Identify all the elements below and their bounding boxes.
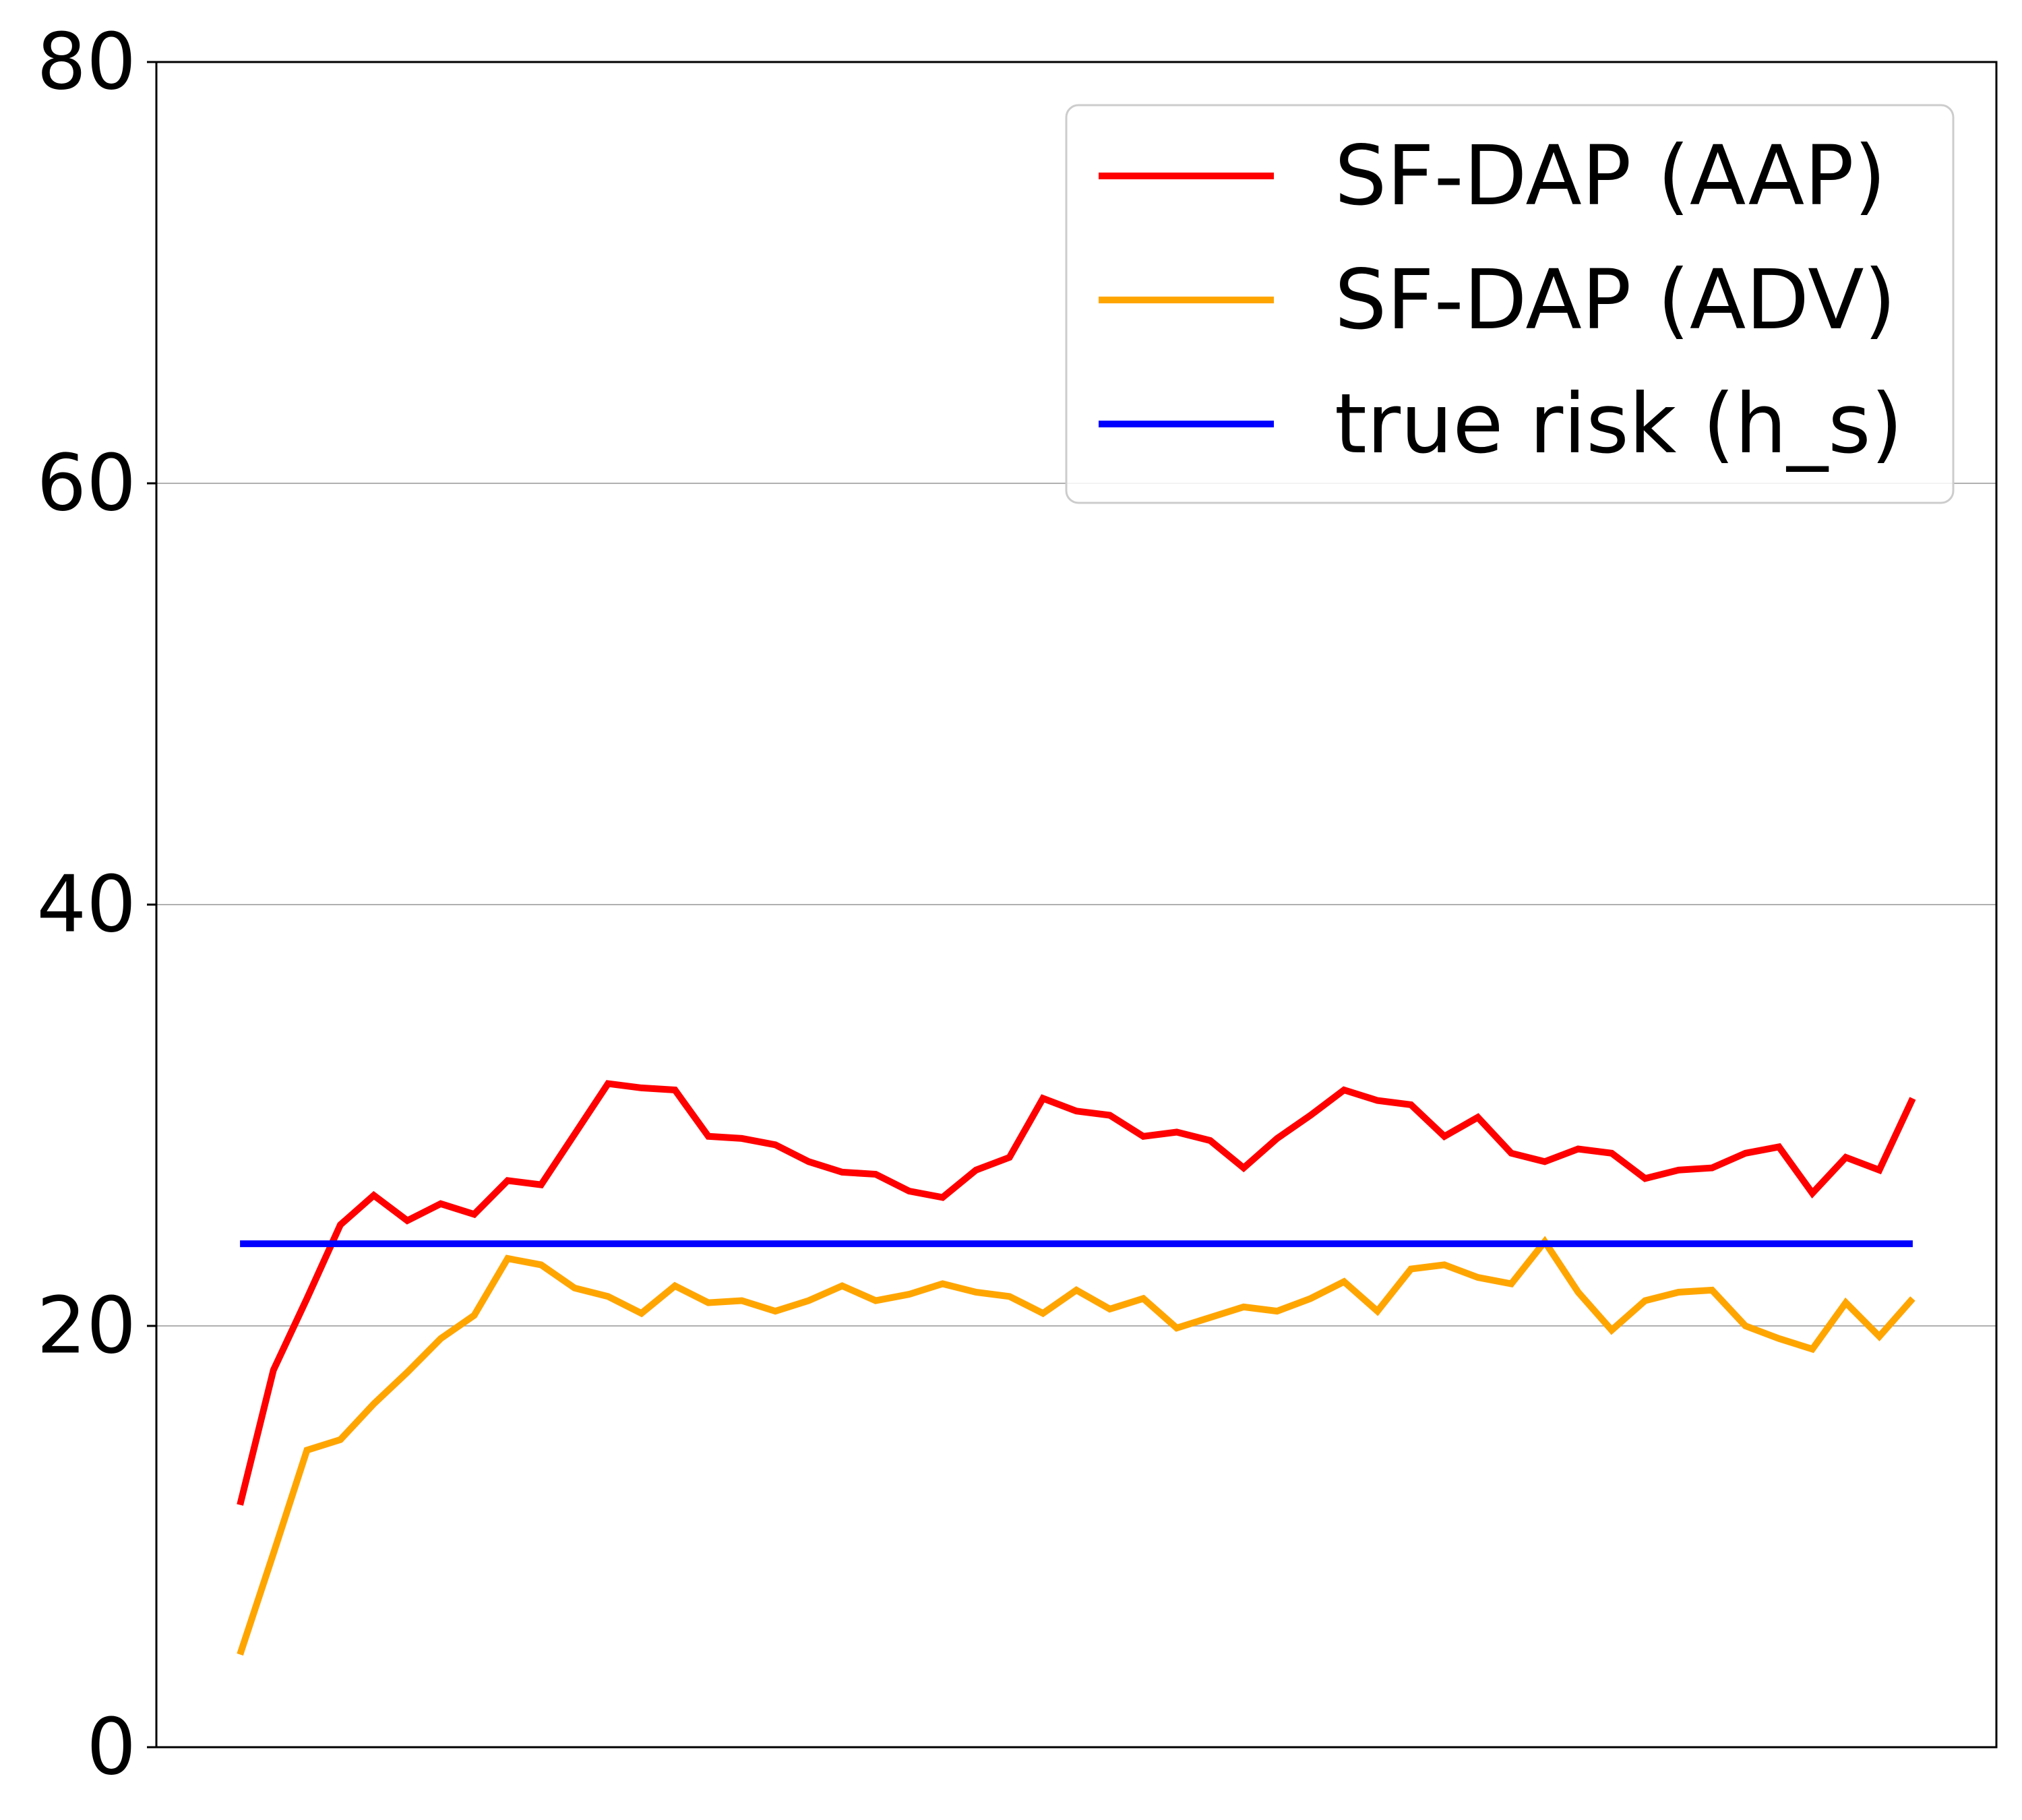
legend: SF-DAP (AAP) SF-DAP (ADV) true risk (h_s) xyxy=(1065,104,1955,504)
y-tick-label: 80 xyxy=(36,17,136,108)
series-lines xyxy=(237,1080,1916,1656)
gridlines xyxy=(156,483,1996,1327)
y-tick-label: 40 xyxy=(36,859,136,950)
y-tick-label: 0 xyxy=(86,1702,136,1793)
y-axis: 0 20 40 60 80 xyxy=(36,17,156,1793)
y-tick-label: 20 xyxy=(36,1281,136,1372)
legend-label: true risk (h_s) xyxy=(1335,376,1903,472)
y-tick-label: 60 xyxy=(36,438,136,529)
legend-label: SF-DAP (ADV) xyxy=(1335,252,1896,348)
series-line-sf-dap-adv xyxy=(237,1236,1916,1656)
legend-label: SF-DAP (AAP) xyxy=(1335,128,1886,224)
series-line-sf-dap-aap xyxy=(237,1080,1916,1506)
legend-box xyxy=(1065,104,1955,504)
